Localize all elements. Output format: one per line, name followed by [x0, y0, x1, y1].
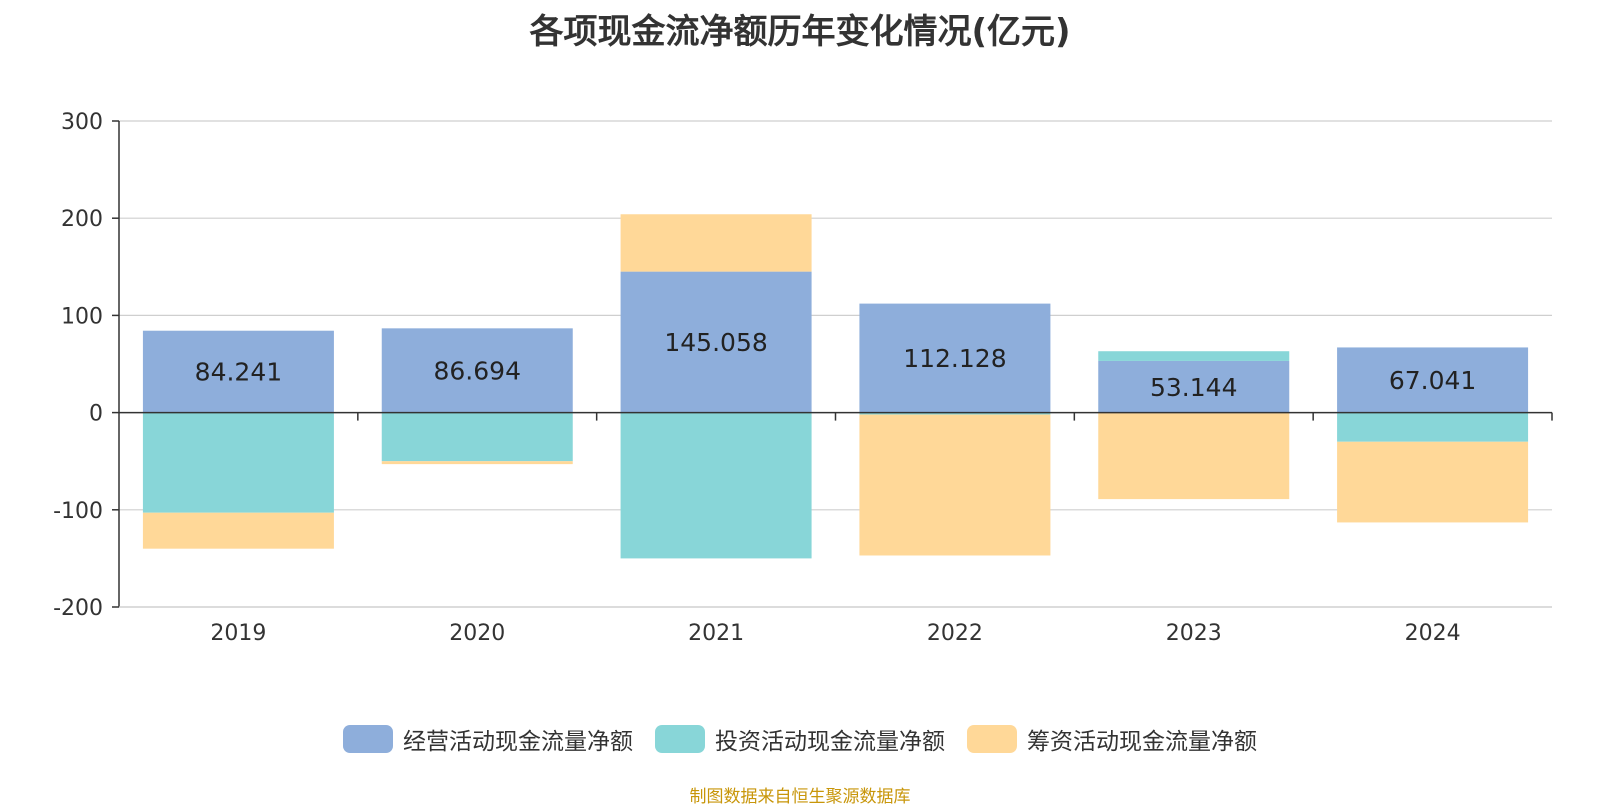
data-label-2023: 53.144 [1150, 373, 1237, 402]
legend-label-operating: 经营活动现金流量净额 [403, 729, 633, 755]
bar-financing-2023 [1098, 412, 1290, 500]
y-tick-label: -100 [53, 499, 103, 524]
bar-operating-2020 [381, 328, 573, 413]
bar-operating-2022 [859, 303, 1051, 413]
data-label-2021: 145.058 [664, 328, 767, 357]
bars-layer [142, 214, 1529, 559]
bar-operating-2024 [1337, 347, 1529, 413]
legend-item-operating[interactable]: 经营活动现金流量净额 [343, 722, 633, 756]
x-tick-label-2019: 2019 [210, 621, 266, 646]
data-label-2022: 112.128 [903, 344, 1006, 373]
bar-investing-2024 [1337, 412, 1529, 442]
x-tick-label-2023: 2023 [1166, 621, 1222, 646]
bar-operating-2021 [620, 271, 812, 413]
legend-label-investing: 投资活动现金流量净额 [715, 729, 945, 755]
legend-swatch-financing [967, 725, 1017, 753]
y-tick-label: -200 [53, 596, 103, 621]
legend-label-financing: 筹资活动现金流量净额 [1027, 729, 1257, 755]
bar-investing-2020 [381, 412, 573, 462]
x-tick-label-2020: 2020 [449, 621, 505, 646]
x-tick-label-2022: 2022 [927, 621, 983, 646]
bar-financing-2019 [142, 512, 334, 549]
bar-operating-2019 [142, 330, 334, 413]
bar-investing-2023 [1098, 351, 1290, 361]
grid-layer [119, 120, 1552, 608]
y-tick-label: 0 [89, 402, 103, 427]
legend-swatch-operating [343, 725, 393, 753]
bar-operating-2023 [1098, 360, 1290, 413]
legend-swatch-investing [655, 725, 705, 753]
chart-title: 各项现金流净额历年变化情况(亿元) [529, 12, 1071, 52]
bar-financing-2024 [1337, 441, 1529, 523]
x-tick-label-2024: 2024 [1405, 621, 1461, 646]
x-tick-label-2021: 2021 [688, 621, 744, 646]
bar-investing-2021 [620, 412, 812, 559]
bar-financing-2021 [620, 214, 812, 272]
data-label-2019: 84.241 [195, 358, 282, 387]
bar-financing-2020 [381, 461, 573, 465]
legend: 经营活动现金流量净额 投资活动现金流量净额 筹资活动现金流量净额 [0, 722, 1600, 756]
data-label-2020: 86.694 [434, 356, 521, 385]
bar-financing-2022 [859, 414, 1051, 556]
bar-investing-2022 [859, 412, 1051, 415]
source-note: 制图数据来自恒生聚源数据库 [689, 787, 911, 807]
data-label-2024: 67.041 [1389, 366, 1476, 395]
labels-layer: 84.241 86.694 145.058 112.128 53.144 67.041 [195, 328, 1477, 402]
legend-item-investing[interactable]: 投资活动现金流量净额 [655, 722, 945, 756]
axes-layer: 300 200 100 0 -100 -200 2019 2020 2021 2022 2023 20… [53, 110, 1553, 646]
bar-investing-2019 [142, 412, 334, 513]
y-tick-label: 300 [61, 110, 103, 135]
y-tick-label: 100 [61, 304, 103, 329]
y-tick-label: 200 [61, 207, 103, 232]
legend-item-financing[interactable]: 筹资活动现金流量净额 [967, 722, 1257, 756]
